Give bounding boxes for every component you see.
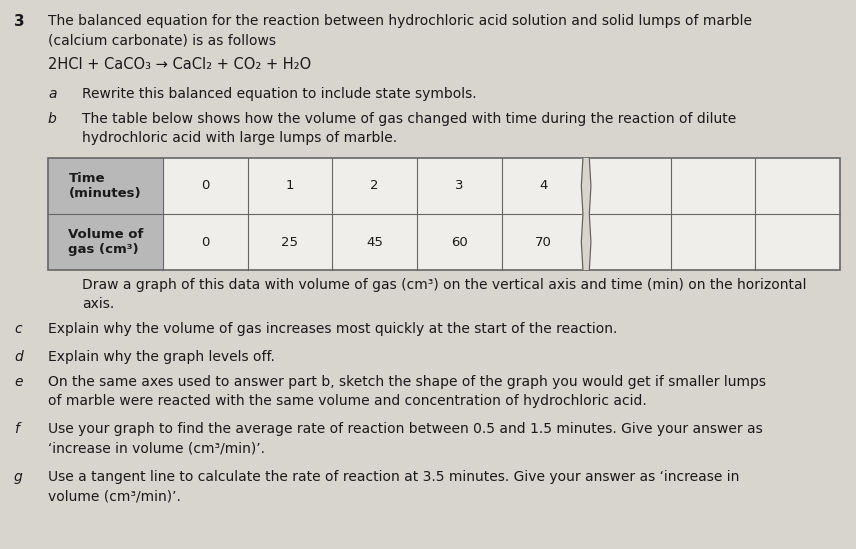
Text: e: e xyxy=(14,375,22,389)
Bar xyxy=(582,158,590,270)
Text: Explain why the graph levels off.: Explain why the graph levels off. xyxy=(48,350,275,364)
Text: 0: 0 xyxy=(201,236,210,249)
Text: 3: 3 xyxy=(14,14,25,29)
Text: 4: 4 xyxy=(539,180,548,193)
Text: 45: 45 xyxy=(366,236,383,249)
Text: The balanced equation for the reaction between hydrochloric acid solution and so: The balanced equation for the reaction b… xyxy=(48,14,752,28)
Text: axis.: axis. xyxy=(82,297,114,311)
Text: Time
(minutes): Time (minutes) xyxy=(69,172,142,200)
Text: g: g xyxy=(14,470,23,484)
Text: 2HCl + CaCO₃ → CaCl₂ + CO₂ + H₂O: 2HCl + CaCO₃ → CaCl₂ + CO₂ + H₂O xyxy=(48,57,312,72)
Text: Draw a graph of this data with volume of gas (cm³) on the vertical axis and time: Draw a graph of this data with volume of… xyxy=(82,278,806,292)
Text: 2: 2 xyxy=(371,180,379,193)
Text: Use your graph to find the average rate of reaction between 0.5 and 1.5 minutes.: Use your graph to find the average rate … xyxy=(48,422,763,436)
Text: Volume of
gas (cm³): Volume of gas (cm³) xyxy=(68,228,143,256)
Text: 70: 70 xyxy=(535,236,552,249)
Text: volume (cm³/min)’.: volume (cm³/min)’. xyxy=(48,489,181,503)
Text: a: a xyxy=(48,87,56,101)
Text: f: f xyxy=(14,422,19,436)
Text: 1: 1 xyxy=(286,180,294,193)
Text: Explain why the volume of gas increases most quickly at the start of the reactio: Explain why the volume of gas increases … xyxy=(48,322,617,336)
Text: On the same axes used to answer part b, sketch the shape of the graph you would : On the same axes used to answer part b, … xyxy=(48,375,766,389)
Text: 25: 25 xyxy=(282,236,299,249)
Text: 60: 60 xyxy=(451,236,467,249)
Text: d: d xyxy=(14,350,23,364)
Text: 0: 0 xyxy=(201,180,210,193)
Text: The table below shows how the volume of gas changed with time during the reactio: The table below shows how the volume of … xyxy=(82,112,736,126)
Text: Rewrite this balanced equation to include state symbols.: Rewrite this balanced equation to includ… xyxy=(82,87,477,101)
Text: hydrochloric acid with large lumps of marble.: hydrochloric acid with large lumps of ma… xyxy=(82,131,397,145)
Text: ‘increase in volume (cm³/min)’.: ‘increase in volume (cm³/min)’. xyxy=(48,441,265,455)
Text: of marble were reacted with the same volume and concentration of hydrochloric ac: of marble were reacted with the same vol… xyxy=(48,394,647,408)
Text: (calcium carbonate) is as follows: (calcium carbonate) is as follows xyxy=(48,33,276,47)
Text: Use a tangent line to calculate the rate of reaction at 3.5 minutes. Give your a: Use a tangent line to calculate the rate… xyxy=(48,470,740,484)
Text: c: c xyxy=(14,322,21,336)
Text: b: b xyxy=(48,112,56,126)
Text: 3: 3 xyxy=(455,180,463,193)
